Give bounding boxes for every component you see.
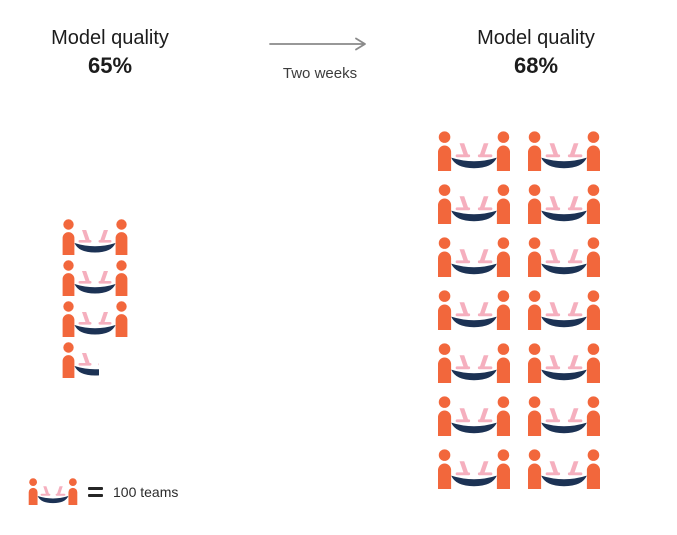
equals-bar [88, 486, 103, 490]
legend-label: 100 teams [113, 483, 179, 500]
after-title: Model quality [477, 27, 595, 49]
team-desk-icon [527, 343, 601, 383]
team-desk-icon [527, 184, 601, 224]
team-desk-icon [62, 301, 128, 337]
team-desk-icon-partial [62, 342, 99, 378]
equals-icon [88, 486, 103, 497]
after-value: 68% [513, 53, 559, 78]
team-desk-icon [437, 131, 511, 171]
arrow-right-path [269, 37, 366, 51]
team-desk-icon [437, 290, 511, 330]
team-desk-icon [437, 396, 511, 436]
team-desk-icon [437, 237, 511, 277]
team-desk-icon [62, 219, 128, 255]
team-desk-icon [527, 396, 601, 436]
team-desk-icon [28, 478, 78, 505]
after-icon-group [437, 131, 601, 489]
team-desk-icon [527, 131, 601, 171]
before-title: Model quality [51, 27, 169, 49]
team-desk-icon [437, 343, 511, 383]
transition: Two weeks [266, 36, 374, 82]
before-header: Model quality 65% [20, 26, 200, 79]
arrow-right-icon [269, 37, 366, 51]
transition-label: Two weeks [282, 65, 358, 82]
team-desk-icon [437, 449, 511, 489]
team-desk-icon [28, 478, 78, 505]
team-desk-icon [527, 449, 601, 489]
team-desk-icon [437, 184, 511, 224]
team-desk-icon [527, 290, 601, 330]
legend: 100 teams [28, 478, 178, 505]
team-desk-icon [527, 237, 601, 277]
after-header: Model quality 68% [446, 26, 626, 79]
before-icon-group [62, 219, 128, 378]
team-desk-icon [62, 260, 128, 296]
before-value: 65% [87, 53, 133, 78]
equals-bar [88, 493, 103, 497]
